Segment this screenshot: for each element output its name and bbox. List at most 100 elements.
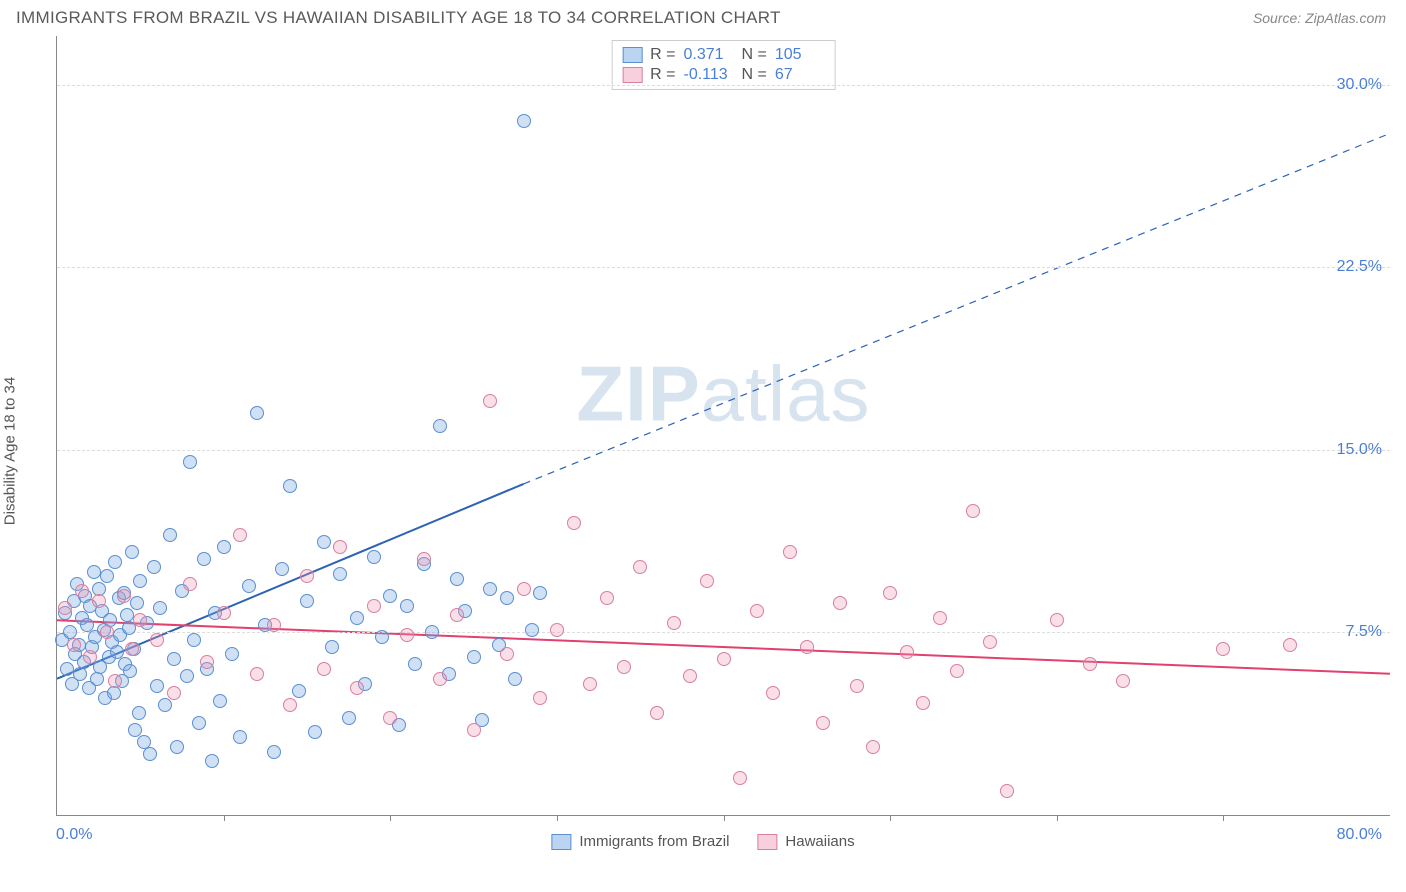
data-point [183,455,197,469]
n-value-b: 67 [775,66,825,84]
data-point [132,706,146,720]
data-point [483,582,497,596]
data-point [107,686,121,700]
data-point [1283,638,1297,652]
correlation-legend: R = 0.371 N = 105 R = -0.113 N = 67 [611,40,836,90]
data-point [158,698,172,712]
data-point [650,706,664,720]
data-point [583,677,597,691]
gridline [57,450,1390,451]
data-point [450,608,464,622]
r-value-a: 0.371 [684,46,734,64]
data-point [367,599,381,613]
data-point [1216,642,1230,656]
gridline [57,85,1390,86]
plot-region: ZIPatlas R = 0.371 N = 105 R = -0.113 N … [56,36,1390,816]
data-point [217,540,231,554]
data-point [300,594,314,608]
data-point [367,550,381,564]
data-point [242,579,256,593]
x-tick [890,815,891,821]
data-point [117,589,131,603]
data-point [400,628,414,642]
trend-lines [57,36,1390,815]
data-point [267,618,281,632]
data-point [250,406,264,420]
data-point [750,604,764,618]
data-point [533,586,547,600]
data-point [866,740,880,754]
data-point [133,574,147,588]
data-point [300,569,314,583]
x-tick [724,815,725,821]
x-tick [1057,815,1058,821]
data-point [308,725,322,739]
data-point [292,684,306,698]
legend-row-a: R = 0.371 N = 105 [622,45,825,65]
data-point [213,694,227,708]
data-point [717,652,731,666]
data-point [325,640,339,654]
data-point [350,681,364,695]
y-tick-label: 7.5% [1346,623,1382,641]
data-point [617,660,631,674]
data-point [425,625,439,639]
data-point [700,574,714,588]
data-point [197,552,211,566]
data-point [283,479,297,493]
data-point [467,723,481,737]
data-point [508,672,522,686]
data-point [483,394,497,408]
data-point [417,552,431,566]
data-point [966,504,980,518]
data-point [167,686,181,700]
data-point [83,650,97,664]
legend-label-b: Hawaiians [785,833,854,850]
data-point [525,623,539,637]
data-point [383,589,397,603]
data-point [75,584,89,598]
data-point [147,560,161,574]
data-point [783,545,797,559]
data-point [317,535,331,549]
source-attribution: Source: ZipAtlas.com [1253,10,1386,26]
data-point [150,633,164,647]
data-point [850,679,864,693]
data-point [800,640,814,654]
chart-header: IMMIGRANTS FROM BRAZIL VS HAWAIIAN DISAB… [0,0,1406,32]
data-point [180,669,194,683]
chart-area: Disability Age 18 to 34 ZIPatlas R = 0.3… [16,36,1390,866]
data-point [163,528,177,542]
swatch-a-icon [622,47,642,63]
data-point [108,674,122,688]
data-point [153,601,167,615]
data-point [123,664,137,678]
data-point [667,616,681,630]
y-tick-label: 30.0% [1337,76,1382,94]
data-point [1050,613,1064,627]
chart-title: IMMIGRANTS FROM BRAZIL VS HAWAIIAN DISAB… [16,8,781,28]
data-point [567,516,581,530]
data-point [217,606,231,620]
data-point [100,625,114,639]
data-point [400,599,414,613]
data-point [125,642,139,656]
x-tick [1223,815,1224,821]
data-point [60,662,74,676]
data-point [517,582,531,596]
swatch-b-icon [757,834,777,850]
x-axis-min-label: 0.0% [56,826,92,844]
data-point [533,691,547,705]
data-point [90,672,104,686]
data-point [833,596,847,610]
data-point [92,594,106,608]
x-tick [390,815,391,821]
data-point [375,630,389,644]
data-point [73,667,87,681]
data-point [250,667,264,681]
data-point [267,745,281,759]
data-point [200,655,214,669]
data-point [183,577,197,591]
data-point [467,650,481,664]
data-point [225,647,239,661]
